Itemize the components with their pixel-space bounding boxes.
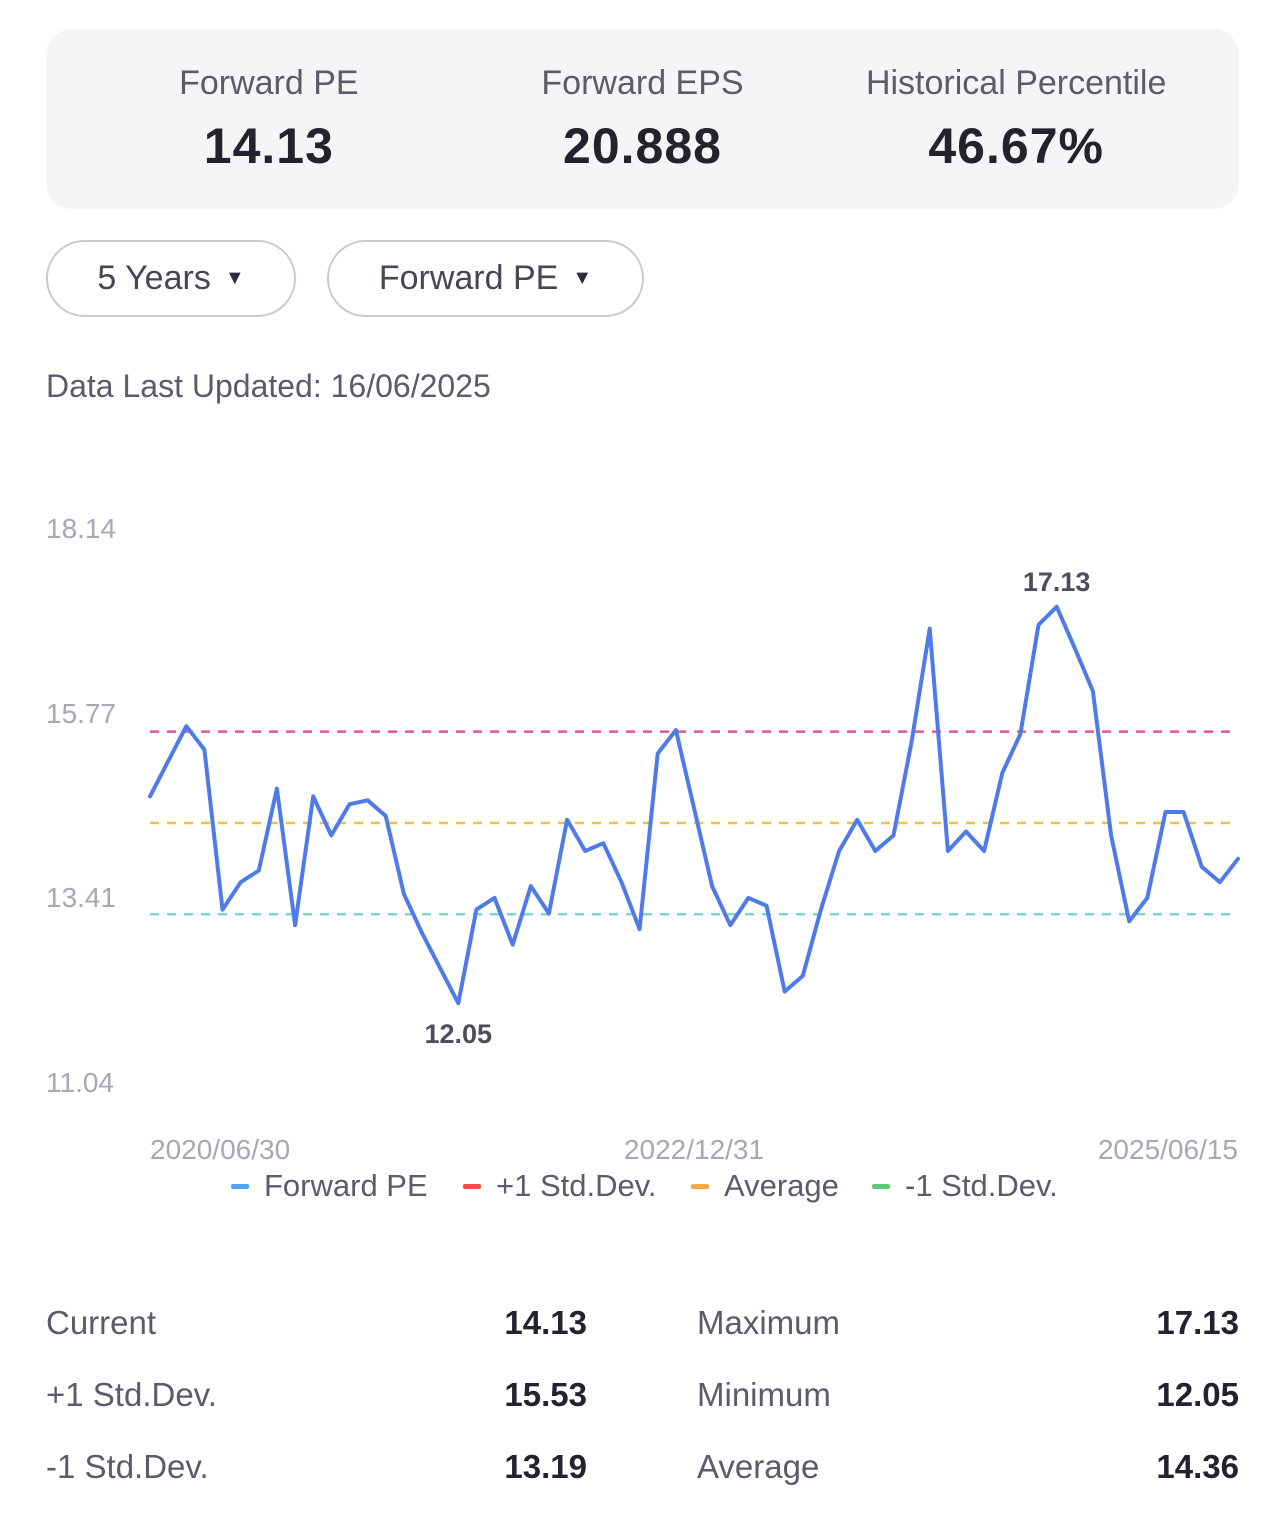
x-tick-label: 2020/06/30 bbox=[150, 1134, 290, 1165]
metric-forward-pe: Forward PE 14.13 bbox=[82, 63, 456, 175]
stat-value-average: 14.36 bbox=[1156, 1448, 1239, 1485]
legend-label: +1 Std.Dev. bbox=[496, 1168, 657, 1203]
legend-swatch bbox=[463, 1184, 481, 1189]
period-dropdown[interactable]: 5 Years ▼ bbox=[46, 240, 296, 317]
stat-label-average: Average bbox=[697, 1448, 820, 1485]
forward-pe-series-line bbox=[148, 604, 1240, 1006]
stat-value-current: 14.13 bbox=[504, 1304, 587, 1341]
metric-forward-eps: Forward EPS 20.888 bbox=[456, 63, 830, 175]
max-value-label: 17.13 bbox=[1023, 567, 1091, 597]
stat-value-plus-std: 15.53 bbox=[504, 1376, 587, 1413]
y-tick-label: 13.41 bbox=[46, 882, 116, 913]
y-tick-label: 18.14 bbox=[46, 513, 116, 544]
y-tick-label: 11.04 bbox=[46, 1067, 114, 1098]
metric-dropdown-label: Forward PE bbox=[378, 259, 559, 297]
metric-label: Forward EPS bbox=[541, 64, 744, 102]
legend-swatch bbox=[231, 1184, 249, 1189]
metric-label: Forward PE bbox=[179, 64, 359, 102]
min-value-label: 12.05 bbox=[424, 1019, 492, 1049]
stat-label-current: Current bbox=[46, 1304, 157, 1341]
stat-row: -1 Std.Dev. 13.19 Average 14.36 bbox=[46, 1431, 1239, 1503]
metric-value: 14.13 bbox=[203, 118, 334, 174]
legend-label: Forward PE bbox=[264, 1168, 428, 1203]
x-tick-label: 2025/06/15 bbox=[1098, 1134, 1238, 1165]
stat-label-minus-std: -1 Std.Dev. bbox=[46, 1448, 209, 1485]
metric-label: Historical Percentile bbox=[865, 64, 1167, 102]
metric-dropdown[interactable]: Forward PE ▼ bbox=[327, 240, 644, 317]
stat-value-minimum: 12.05 bbox=[1156, 1376, 1239, 1413]
legend-swatch bbox=[691, 1184, 709, 1189]
caret-down-icon: ▼ bbox=[572, 267, 593, 289]
stat-label-plus-std: +1 Std.Dev. bbox=[46, 1376, 217, 1413]
metric-historical-percentile: Historical Percentile 46.67% bbox=[829, 63, 1203, 175]
stat-row: +1 Std.Dev. 15.53 Minimum 12.05 bbox=[46, 1359, 1239, 1431]
stat-value-minus-std: 13.19 bbox=[504, 1448, 587, 1485]
legend-label: Average bbox=[724, 1168, 839, 1203]
data-last-updated: Data Last Updated: 16/06/2025 bbox=[46, 368, 491, 404]
stat-label-minimum: Minimum bbox=[697, 1376, 831, 1413]
metric-value: 46.67% bbox=[928, 118, 1104, 174]
summary-card: Forward PE 14.13 Forward EPS 20.888 Hist… bbox=[46, 29, 1239, 209]
x-tick-label: 2022/12/31 bbox=[624, 1134, 764, 1165]
caret-down-icon: ▼ bbox=[224, 267, 245, 289]
metric-value: 20.888 bbox=[563, 118, 722, 174]
y-tick-label: 15.77 bbox=[46, 698, 116, 729]
period-dropdown-label: 5 Years bbox=[97, 259, 211, 297]
stat-label-maximum: Maximum bbox=[697, 1304, 841, 1341]
stat-value-maximum: 17.13 bbox=[1156, 1304, 1239, 1341]
legend-label: -1 Std.Dev. bbox=[905, 1168, 1058, 1203]
stat-row: Current 14.13 Maximum 17.13 bbox=[46, 1287, 1239, 1359]
forward-pe-chart: 18.14 15.77 13.41 11.04 12.05 17.13 2020/06/30… bbox=[46, 513, 1240, 1203]
legend-swatch bbox=[872, 1184, 890, 1189]
